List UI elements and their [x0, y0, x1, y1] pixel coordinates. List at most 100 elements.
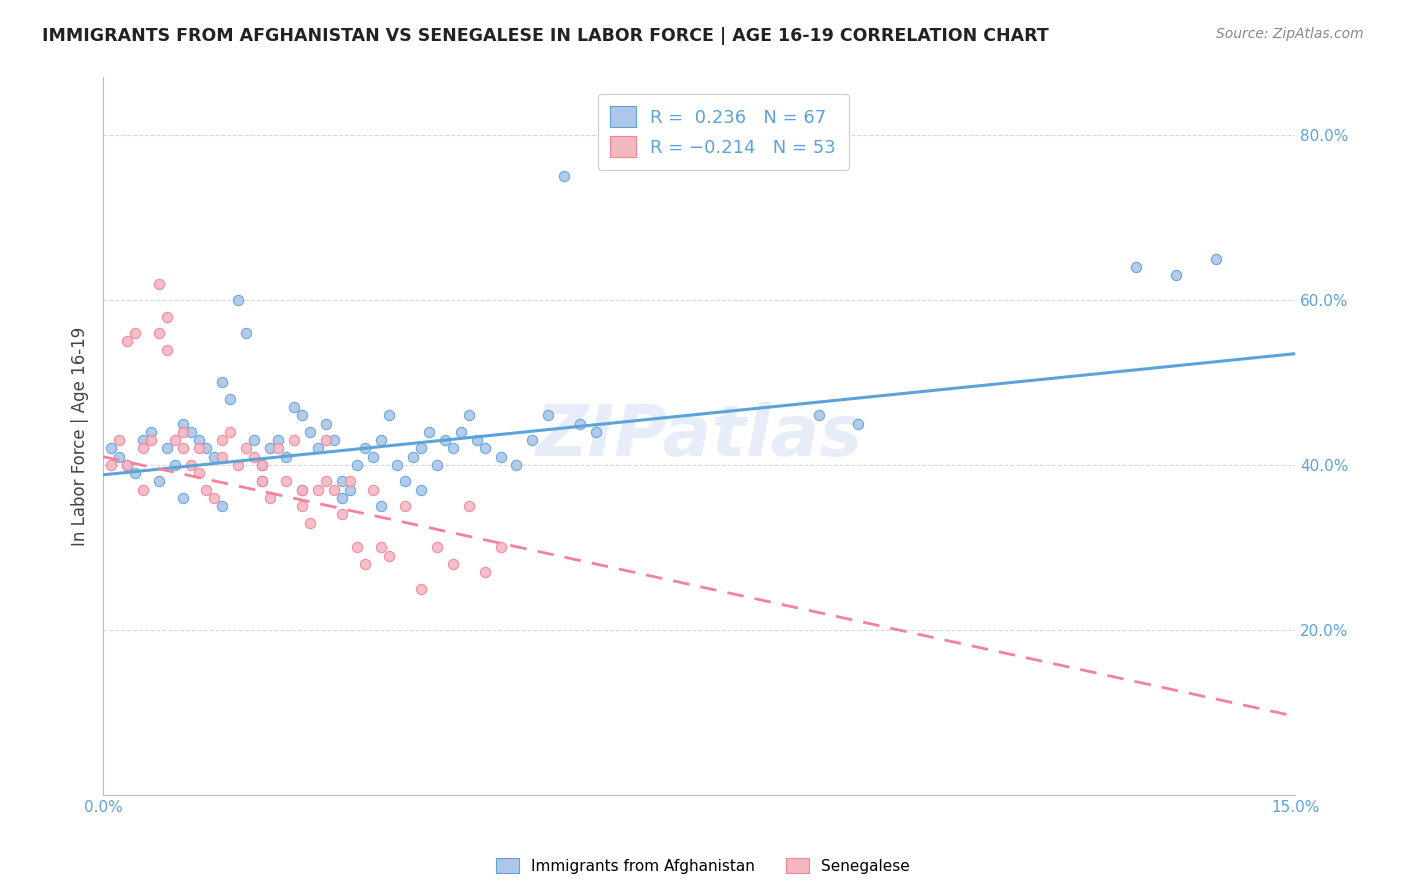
- Y-axis label: In Labor Force | Age 16-19: In Labor Force | Age 16-19: [72, 326, 89, 546]
- Point: [354, 557, 377, 571]
- Text: IMMIGRANTS FROM AFGHANISTAN VS SENEGALESE IN LABOR FORCE | AGE 16-19 CORRELATION: IMMIGRANTS FROM AFGHANISTAN VS SENEGALES…: [42, 27, 1049, 45]
- Text: ZIPatlas: ZIPatlas: [536, 401, 863, 471]
- Point: [846, 417, 869, 431]
- Point: [409, 442, 432, 456]
- Point: [219, 392, 242, 406]
- Point: [465, 433, 488, 447]
- Point: [148, 475, 170, 489]
- Point: [132, 442, 155, 456]
- Point: [394, 475, 416, 489]
- Point: [139, 433, 162, 447]
- Point: [250, 475, 273, 489]
- Point: [267, 433, 290, 447]
- Point: [235, 442, 257, 456]
- Text: Source: ZipAtlas.com: Source: ZipAtlas.com: [1216, 27, 1364, 41]
- Point: [370, 499, 392, 513]
- Point: [180, 425, 202, 439]
- Point: [441, 557, 464, 571]
- Legend: R =  0.236   N = 67, R = −0.214   N = 53: R = 0.236 N = 67, R = −0.214 N = 53: [598, 94, 848, 169]
- Point: [156, 343, 179, 357]
- Point: [211, 499, 233, 513]
- Point: [418, 425, 440, 439]
- Point: [553, 169, 575, 184]
- Point: [433, 433, 456, 447]
- Point: [283, 401, 305, 415]
- Point: [156, 442, 179, 456]
- Point: [569, 417, 592, 431]
- Point: [163, 458, 186, 472]
- Point: [394, 499, 416, 513]
- Point: [522, 433, 544, 447]
- Point: [291, 483, 314, 497]
- Point: [148, 326, 170, 340]
- Point: [807, 409, 830, 423]
- Point: [283, 433, 305, 447]
- Point: [172, 442, 194, 456]
- Point: [115, 458, 138, 472]
- Point: [450, 425, 472, 439]
- Point: [187, 433, 209, 447]
- Point: [426, 541, 449, 555]
- Point: [315, 475, 337, 489]
- Point: [291, 409, 314, 423]
- Point: [156, 310, 179, 324]
- Point: [195, 442, 218, 456]
- Point: [363, 483, 385, 497]
- Point: [387, 458, 409, 472]
- Point: [108, 433, 131, 447]
- Point: [1125, 260, 1147, 274]
- Point: [585, 425, 607, 439]
- Point: [537, 409, 560, 423]
- Point: [211, 450, 233, 464]
- Point: [315, 433, 337, 447]
- Point: [489, 541, 512, 555]
- Point: [457, 499, 479, 513]
- Point: [307, 483, 329, 497]
- Point: [474, 565, 496, 579]
- Point: [363, 450, 385, 464]
- Point: [163, 433, 186, 447]
- Point: [298, 425, 321, 439]
- Point: [172, 417, 194, 431]
- Point: [211, 433, 233, 447]
- Point: [259, 442, 281, 456]
- Point: [339, 483, 361, 497]
- Point: [1166, 268, 1188, 283]
- Point: [330, 508, 353, 522]
- Point: [409, 483, 432, 497]
- Point: [202, 450, 225, 464]
- Point: [457, 409, 479, 423]
- Point: [346, 458, 368, 472]
- Point: [250, 458, 273, 472]
- Point: [346, 541, 368, 555]
- Point: [370, 541, 392, 555]
- Point: [100, 458, 122, 472]
- Point: [298, 516, 321, 530]
- Point: [250, 475, 273, 489]
- Point: [274, 475, 297, 489]
- Point: [322, 433, 344, 447]
- Point: [330, 475, 353, 489]
- Point: [132, 483, 155, 497]
- Point: [219, 425, 242, 439]
- Legend: Immigrants from Afghanistan, Senegalese: Immigrants from Afghanistan, Senegalese: [491, 852, 915, 880]
- Point: [426, 458, 449, 472]
- Point: [139, 425, 162, 439]
- Point: [195, 483, 218, 497]
- Point: [172, 491, 194, 505]
- Point: [474, 442, 496, 456]
- Point: [354, 442, 377, 456]
- Point: [370, 433, 392, 447]
- Point: [291, 483, 314, 497]
- Point: [235, 326, 257, 340]
- Point: [505, 458, 527, 472]
- Point: [243, 433, 266, 447]
- Point: [378, 409, 401, 423]
- Point: [115, 458, 138, 472]
- Point: [402, 450, 425, 464]
- Point: [226, 293, 249, 307]
- Point: [115, 334, 138, 349]
- Point: [259, 491, 281, 505]
- Point: [330, 491, 353, 505]
- Point: [132, 433, 155, 447]
